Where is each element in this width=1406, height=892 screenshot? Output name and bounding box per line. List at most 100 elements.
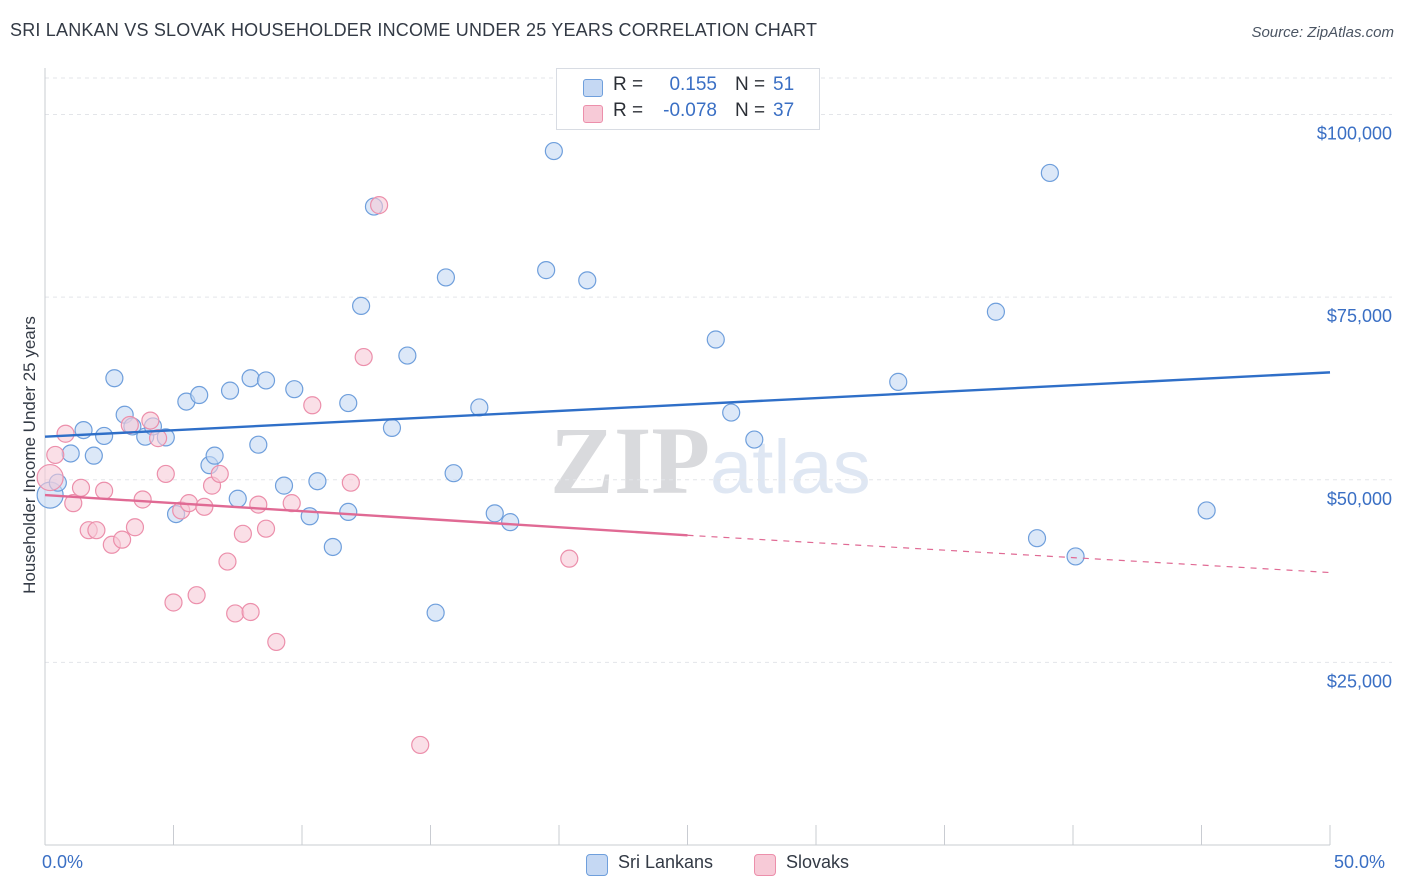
point-slovaks	[133, 490, 152, 509]
stats-n-value: 37	[773, 100, 795, 121]
point-slovaks	[87, 521, 106, 540]
point-slovaks	[156, 464, 175, 484]
point-slovaks	[187, 586, 206, 605]
y-tick-labels: $100,000 $75,000 $50,000 $25,000	[1317, 124, 1392, 692]
watermark-atlas: atlas	[710, 425, 871, 510]
point-slovaks	[560, 549, 579, 568]
point-sri-lankans	[544, 141, 563, 161]
stats-box: R = 0.155 N = 51 R = -0.078 N = 37	[556, 68, 820, 130]
point-sri-lankans	[470, 398, 489, 417]
point-sri-lankans	[95, 426, 114, 446]
stats-n-label: N =	[735, 100, 766, 121]
stats-swatch-slovaks	[583, 105, 603, 123]
point-slovaks	[218, 552, 237, 571]
stats-r-value: -0.078	[663, 100, 717, 121]
watermark: ZIPatlas	[550, 405, 871, 516]
y-tick-label: $100,000	[1317, 124, 1392, 144]
point-sri-lankans	[722, 403, 741, 422]
point-sri-lankans	[745, 430, 764, 449]
point-sri-lankans	[220, 381, 240, 400]
point-sri-lankans	[190, 385, 209, 405]
stats-r-label: R =	[613, 74, 644, 95]
y-tick-label: $25,000	[1327, 671, 1392, 691]
point-sri-lankans	[339, 502, 358, 522]
legend-label: Sri Lankans	[618, 852, 714, 872]
point-sri-lankans	[444, 464, 463, 483]
point-sri-lankans	[105, 369, 124, 388]
x-tick-min: 0.0%	[42, 852, 84, 872]
point-slovaks	[112, 530, 132, 549]
source-label: Source: ZipAtlas.com	[1251, 24, 1394, 41]
watermark-zip: ZIP	[550, 407, 711, 514]
point-slovaks	[46, 445, 65, 465]
legend-label: Slovaks	[786, 852, 850, 872]
point-sri-lankans	[1027, 529, 1047, 548]
point-slovaks	[64, 494, 83, 513]
point-sri-lankans	[241, 369, 260, 388]
point-slovaks	[233, 524, 252, 543]
legend-swatch-sri-lankans	[586, 854, 608, 876]
point-slovaks	[249, 495, 268, 514]
point-sri-lankans	[205, 446, 224, 465]
point-sri-lankans	[1197, 501, 1216, 520]
point-sri-lankans	[436, 268, 456, 287]
stats-swatch-sri-lankans	[583, 79, 603, 97]
axes	[44, 68, 1331, 846]
point-sri-lankans	[706, 330, 725, 349]
x-tick-max: 50.0%	[1334, 852, 1386, 872]
stats-row-sri-lankans: R = 0.155 N = 51	[557, 74, 819, 100]
point-slovaks	[195, 497, 214, 516]
point-slovaks	[148, 429, 168, 448]
point-slovaks	[56, 424, 75, 443]
y-tick-label: $50,000	[1327, 489, 1392, 509]
point-sri-lankans	[228, 489, 247, 508]
point-sri-lankans	[398, 346, 417, 365]
stats-r-value: 0.155	[669, 74, 717, 95]
point-slovaks	[370, 196, 389, 215]
point-slovaks	[241, 602, 260, 622]
point-slovaks	[267, 632, 286, 652]
point-sri-lankans	[274, 476, 294, 495]
point-slovaks	[95, 481, 114, 500]
stats-r-label: R =	[613, 100, 644, 121]
point-slovaks	[164, 593, 183, 612]
point-sri-lankans	[1040, 163, 1059, 183]
point-sri-lankans	[578, 271, 597, 290]
chart-title: SRI LANKAN VS SLOVAK HOUSEHOLDER INCOME …	[10, 20, 818, 40]
point-slovaks	[256, 519, 276, 538]
stats-row-slovaks: R = -0.078 N = 37	[557, 100, 819, 126]
point-sri-lankans	[249, 435, 268, 454]
point-sri-lankans	[323, 537, 342, 557]
trend-line-slovaks	[44, 493, 688, 537]
point-sri-lankans	[308, 472, 327, 491]
point-slovaks	[36, 463, 64, 492]
point-slovaks	[341, 473, 360, 492]
point-slovaks	[354, 347, 373, 367]
stats-n-value: 51	[773, 74, 795, 95]
point-sri-lankans	[61, 444, 80, 463]
stats-n-label: N =	[735, 74, 766, 95]
trend-line-slovaks-extrapolated	[687, 534, 1331, 574]
point-sri-lankans	[339, 393, 358, 413]
point-sri-lankans	[986, 302, 1006, 321]
point-slovaks	[71, 478, 91, 497]
legend-swatch-slovaks	[754, 854, 776, 876]
point-sri-lankans	[352, 296, 371, 316]
point-slovaks	[210, 464, 229, 484]
point-sri-lankans	[285, 380, 304, 399]
point-slovaks	[125, 518, 145, 537]
point-slovaks	[303, 396, 322, 415]
point-slovaks	[226, 604, 245, 623]
trend-line-sri-lankans	[44, 371, 1331, 438]
point-sri-lankans	[889, 372, 908, 391]
y-tick-label: $75,000	[1327, 306, 1392, 326]
trend-lines	[44, 371, 1331, 574]
point-sri-lankans	[256, 371, 276, 390]
point-sri-lankans	[537, 261, 556, 280]
data-points	[36, 141, 1216, 755]
point-sri-lankans	[485, 504, 504, 523]
point-slovaks	[411, 735, 430, 755]
point-sri-lankans	[84, 446, 103, 465]
point-sri-lankans	[501, 513, 520, 532]
